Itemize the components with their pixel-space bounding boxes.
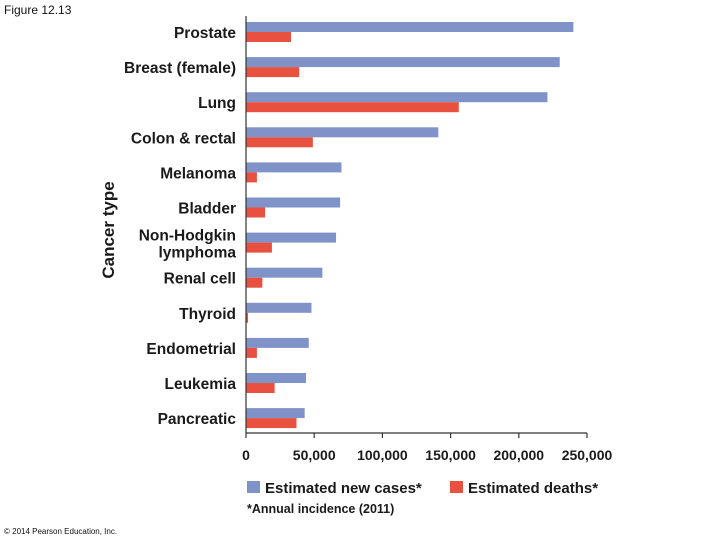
category-label-lung: Lung	[198, 95, 236, 112]
bar-estimated-new-cases-non-hodgkin-lymphoma	[246, 232, 337, 243]
bar-estimated-deaths-melanoma	[246, 172, 257, 183]
bar-estimated-deaths-prostate	[246, 32, 292, 42]
category-label-bladder: Bladder	[178, 201, 236, 218]
bar-estimated-deaths-thyroid	[246, 312, 249, 323]
x-tick-label: 250,000	[562, 447, 613, 463]
category-label-breast-female: Breast (female)	[124, 60, 236, 77]
figure-label: Figure 12.13	[4, 3, 72, 17]
x-tick-label: 0	[242, 447, 250, 463]
legend-label-estimated-new-cases: Estimated new cases*	[265, 480, 422, 497]
footnote: *Annual incidence (2011)	[247, 502, 394, 516]
bar-estimated-deaths-breast-female	[246, 67, 300, 78]
bar-estimated-deaths-non-hodgkin-lymphoma	[246, 242, 272, 253]
bar-estimated-deaths-pancreatic	[246, 418, 297, 429]
category-label-pancreatic: Pancreatic	[158, 411, 237, 428]
bar-estimated-deaths-renal-cell	[246, 277, 263, 288]
category-label-thyroid: Thyroid	[179, 306, 236, 323]
category-label-prostate: Prostate	[174, 25, 236, 42]
bar-estimated-deaths-lung	[246, 102, 459, 113]
bar-estimated-deaths-bladder	[246, 207, 266, 218]
y-axis-label: Cancer type	[99, 181, 118, 278]
bar-estimated-new-cases-leukemia	[246, 373, 307, 383]
bar-estimated-new-cases-lung	[246, 92, 548, 103]
x-tick-label: 100,000	[357, 447, 408, 463]
category-label-line: lymphoma	[158, 245, 236, 262]
copyright-notice: © 2014 Pearson Education, Inc.	[4, 527, 118, 536]
legend-label-estimated-deaths: Estimated deaths*	[468, 480, 598, 497]
category-label-line: Non-Hodgkin	[139, 228, 236, 245]
category-label-melanoma: Melanoma	[160, 165, 236, 182]
legend-swatch-estimated-deaths	[450, 481, 463, 493]
bar-estimated-new-cases-thyroid	[246, 302, 312, 313]
category-labels: Prostate Breast (female) Lung Colon & recta…	[124, 25, 236, 428]
bar-estimated-new-cases-melanoma	[246, 162, 342, 173]
bar-estimated-new-cases-renal-cell	[246, 267, 323, 278]
category-label-colon-rectal: Colon & rectal	[131, 130, 236, 147]
bar-estimated-new-cases-endometrial	[246, 337, 309, 348]
x-ticks: 0 50,000 100,000 150,000 200,000 250,000	[242, 433, 613, 463]
bar-estimated-deaths-leukemia	[246, 383, 275, 393]
bar-estimated-new-cases-bladder	[246, 197, 341, 208]
bar-estimated-new-cases-breast-female	[246, 57, 560, 68]
bar-estimated-new-cases-prostate	[246, 22, 574, 32]
x-tick-label: 50,000	[293, 447, 336, 463]
category-label-leukemia: Leukemia	[164, 376, 236, 393]
bar-estimated-deaths-endometrial	[246, 347, 257, 358]
x-tick-label: 150,000	[425, 447, 476, 463]
category-label-renal-cell: Renal cell	[164, 271, 236, 288]
legend: Estimated new cases* Estimated deaths*	[247, 480, 598, 497]
category-label-non-hodgkin-lymphoma: Non-Hodgkin lymphoma	[139, 228, 237, 262]
legend-swatch-estimated-new-cases	[247, 481, 260, 493]
bar-estimated-deaths-colon-rectal	[246, 137, 313, 148]
bar-estimated-new-cases-colon-rectal	[246, 127, 439, 138]
category-label-endometrial: Endometrial	[146, 341, 236, 358]
bar-estimated-new-cases-pancreatic	[246, 408, 305, 419]
x-tick-label: 200,000	[493, 447, 544, 463]
bars-group	[246, 22, 574, 429]
